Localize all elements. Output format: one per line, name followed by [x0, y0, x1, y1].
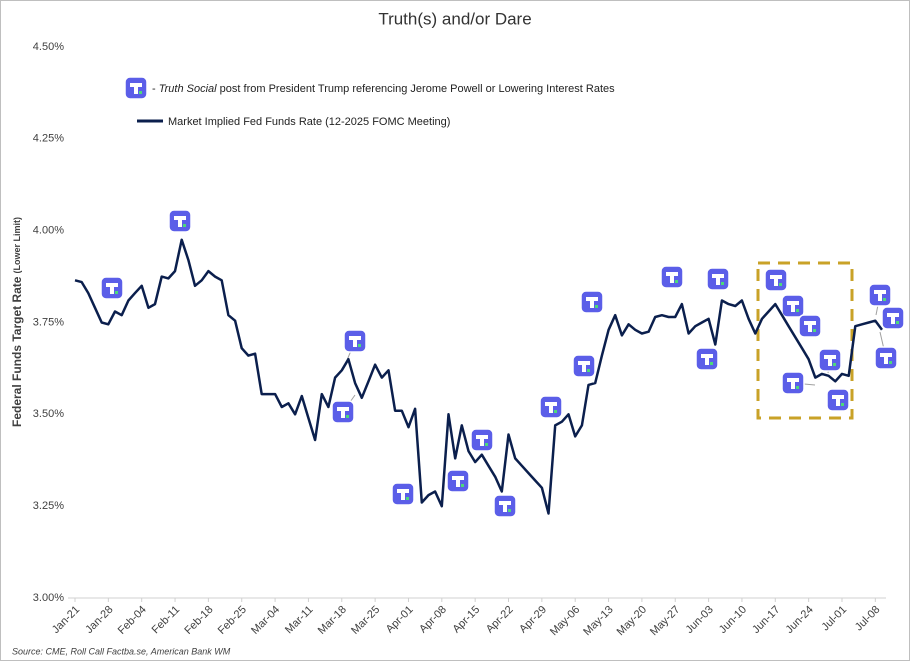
- legend-prefix: -: [152, 83, 159, 95]
- post-icon: [764, 268, 788, 292]
- x-tick-label: May-06: [548, 604, 582, 638]
- x-tick-label: Apr-29: [517, 604, 549, 636]
- x-tick-label: Jan-21: [50, 604, 82, 636]
- x-tick-label: May-13: [581, 604, 615, 638]
- post-icon: [572, 354, 596, 378]
- post-icon: [343, 329, 367, 353]
- y-tick-label: 3.25%: [33, 500, 64, 512]
- x-tick-label: Feb-18: [182, 604, 215, 637]
- x-tick-label: Jun-10: [717, 604, 749, 636]
- x-tick-label: Mar-04: [249, 604, 282, 637]
- post-icon: [331, 400, 355, 424]
- post-icon: [660, 265, 684, 289]
- x-tick-label: Feb-04: [116, 604, 149, 637]
- post-icon: [580, 290, 604, 314]
- post-icon: [818, 348, 842, 372]
- x-tick-label: Jun-03: [683, 604, 715, 636]
- x-tick-label: Apr-08: [417, 604, 449, 636]
- x-tick-label: Apr-15: [450, 604, 482, 636]
- x-tick-label: May-20: [615, 604, 649, 638]
- y-tick-label: 3.50%: [33, 408, 64, 420]
- legend-label: Market Implied Fed Funds Rate (12-2025 F…: [168, 116, 450, 128]
- highlight-box: [756, 261, 854, 420]
- x-tick-label: Mar-25: [349, 604, 382, 637]
- post-icon: [826, 388, 850, 412]
- post-icon: [781, 371, 805, 395]
- post-icon: [539, 395, 563, 419]
- x-tick-label: Jun-17: [750, 604, 782, 636]
- series-line: [74, 238, 884, 515]
- x-tick-label: Jul-08: [853, 604, 883, 634]
- x-tick-label: May-27: [648, 604, 682, 638]
- source: Source: CME, Roll Call Factba.se, Americ…: [12, 646, 231, 656]
- x-tick-label: Feb-25: [216, 604, 249, 637]
- x-tick-label: Feb-11: [150, 604, 183, 637]
- y-label-note: (Lower Limit): [12, 217, 22, 274]
- y-tick-label: 3.00%: [33, 592, 64, 604]
- post-icon: [168, 209, 192, 233]
- x-tick-label: Apr-01: [384, 604, 416, 636]
- post-icon: [391, 482, 415, 506]
- y-tick-label: 4.00%: [33, 225, 64, 237]
- legend-icon: [124, 76, 148, 100]
- post-icon: [470, 428, 494, 452]
- x-tick-label: Jul-01: [819, 604, 849, 634]
- x-tick-label: Jan-28: [83, 604, 115, 636]
- legend-text: post from President Trump referencing Je…: [217, 83, 616, 95]
- post-icon: [446, 469, 470, 493]
- post-icon: [706, 267, 730, 291]
- legend-italic: Truth Social: [159, 83, 217, 95]
- post-icon: [881, 306, 905, 330]
- annotations: [100, 209, 905, 518]
- post-icon: [493, 494, 517, 518]
- post-icon: [100, 276, 124, 300]
- y-label-main: Federal Funds Target Rate: [10, 276, 24, 427]
- post-icon: [781, 294, 805, 318]
- y-tick-label: 4.25%: [33, 133, 64, 145]
- post-icon: [868, 283, 892, 307]
- x-tick-label: Apr-22: [484, 604, 516, 636]
- x-tick-label: Mar-11: [283, 604, 316, 637]
- x-tick-label: Jun-24: [784, 604, 816, 636]
- chart-title: Truth(s) and/or Dare: [378, 9, 531, 28]
- post-icon: [798, 314, 822, 338]
- y-tick-label: 4.50%: [33, 41, 64, 53]
- y-tick-label: 3.75%: [33, 316, 64, 328]
- x-tick-label: Mar-18: [316, 604, 349, 637]
- annotation-legend: - Truth Social post from President Trump…: [152, 83, 615, 95]
- y-axis-label: Federal Funds Target Rate (Lower Limit): [10, 217, 24, 427]
- post-icon: [695, 347, 719, 371]
- post-icon: [874, 346, 898, 370]
